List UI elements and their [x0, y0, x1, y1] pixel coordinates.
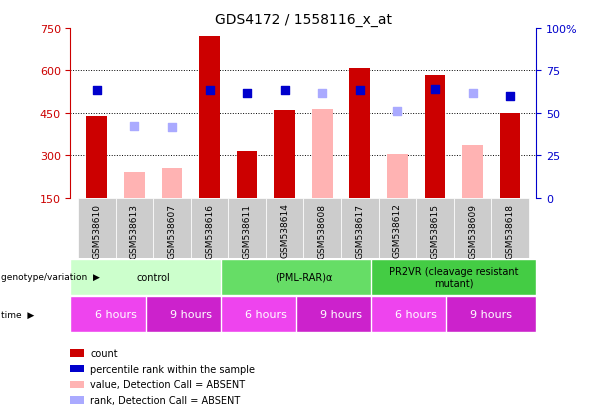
Bar	[70, 259, 236, 295]
Bar	[146, 296, 236, 332]
Text: 9 hours: 9 hours	[470, 309, 512, 319]
Bar	[199, 37, 220, 198]
Text: 9 hours: 9 hours	[320, 309, 362, 319]
Bar	[221, 296, 311, 332]
Bar	[371, 259, 536, 295]
Bar	[425, 76, 445, 198]
Text: GSM538615: GSM538615	[430, 203, 440, 258]
Bar	[491, 198, 529, 258]
Text: GSM538610: GSM538610	[93, 203, 101, 258]
Point	[505, 93, 515, 100]
Bar	[303, 198, 341, 258]
Text: (PML-RAR)α: (PML-RAR)α	[275, 272, 332, 282]
Bar	[86, 116, 107, 198]
Point	[280, 88, 289, 94]
Bar	[416, 198, 454, 258]
Text: 6 hours: 6 hours	[395, 309, 437, 319]
Text: genotype/variation  ▶: genotype/variation ▶	[1, 273, 100, 282]
Point	[468, 90, 478, 97]
Bar	[191, 198, 228, 258]
Title: GDS4172 / 1558116_x_at: GDS4172 / 1558116_x_at	[215, 12, 392, 26]
Text: GSM538611: GSM538611	[243, 203, 251, 258]
Point	[392, 109, 402, 116]
Text: 9 hours: 9 hours	[170, 309, 211, 319]
Text: GSM538609: GSM538609	[468, 203, 477, 258]
Text: PR2VR (cleavage resistant
mutant): PR2VR (cleavage resistant mutant)	[389, 266, 519, 288]
Bar	[371, 296, 461, 332]
Bar	[153, 198, 191, 258]
Text: percentile rank within the sample: percentile rank within the sample	[90, 364, 255, 374]
Text: rank, Detection Call = ABSENT: rank, Detection Call = ABSENT	[90, 395, 240, 405]
Point	[167, 124, 177, 131]
Text: GSM538607: GSM538607	[167, 203, 177, 258]
Point	[129, 123, 139, 130]
Bar	[500, 114, 520, 198]
Bar	[275, 111, 295, 198]
Text: time  ▶: time ▶	[1, 310, 34, 319]
Point	[355, 88, 365, 94]
Bar	[221, 259, 386, 295]
Text: GSM538608: GSM538608	[318, 203, 327, 258]
Text: 6 hours: 6 hours	[245, 309, 287, 319]
Bar	[266, 198, 303, 258]
Point	[242, 90, 252, 97]
Text: control: control	[136, 272, 170, 282]
Bar	[116, 198, 153, 258]
Bar	[341, 198, 379, 258]
Bar	[237, 152, 257, 198]
Text: GSM538614: GSM538614	[280, 203, 289, 258]
Bar	[228, 198, 266, 258]
Text: GSM538613: GSM538613	[130, 203, 139, 258]
Text: GSM538617: GSM538617	[356, 203, 364, 258]
Bar	[387, 154, 408, 198]
Bar	[296, 296, 386, 332]
Text: GSM538618: GSM538618	[506, 203, 514, 258]
Bar	[78, 198, 116, 258]
Bar	[379, 198, 416, 258]
Bar	[446, 296, 536, 332]
Text: value, Detection Call = ABSENT: value, Detection Call = ABSENT	[90, 380, 245, 389]
Text: count: count	[90, 348, 118, 358]
Text: 6 hours: 6 hours	[94, 309, 137, 319]
Bar	[124, 173, 145, 198]
Text: GSM538616: GSM538616	[205, 203, 214, 258]
Bar	[70, 296, 161, 332]
Point	[205, 88, 215, 94]
Bar	[162, 169, 182, 198]
Point	[318, 90, 327, 97]
Point	[92, 88, 102, 94]
Bar	[349, 69, 370, 198]
Point	[430, 86, 440, 93]
Bar	[454, 198, 491, 258]
Text: GSM538612: GSM538612	[393, 203, 402, 258]
Bar	[312, 109, 333, 198]
Bar	[462, 146, 483, 198]
